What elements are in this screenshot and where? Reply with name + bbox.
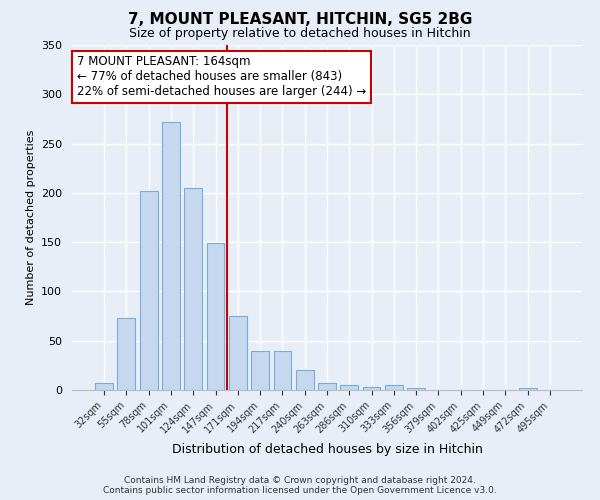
X-axis label: Distribution of detached houses by size in Hitchin: Distribution of detached houses by size … xyxy=(172,443,482,456)
Bar xyxy=(206,243,224,390)
Bar xyxy=(407,388,425,390)
Y-axis label: Number of detached properties: Number of detached properties xyxy=(26,130,35,305)
Text: 7, MOUNT PLEASANT, HITCHIN, SG5 2BG: 7, MOUNT PLEASANT, HITCHIN, SG5 2BG xyxy=(128,12,472,28)
Bar xyxy=(385,385,403,390)
Bar xyxy=(118,318,136,390)
Bar xyxy=(162,122,180,390)
Bar xyxy=(229,316,247,390)
Text: 7 MOUNT PLEASANT: 164sqm
← 77% of detached houses are smaller (843)
22% of semi-: 7 MOUNT PLEASANT: 164sqm ← 77% of detach… xyxy=(77,56,367,98)
Bar xyxy=(340,385,358,390)
Text: Contains HM Land Registry data © Crown copyright and database right 2024.
Contai: Contains HM Land Registry data © Crown c… xyxy=(103,476,497,495)
Bar xyxy=(362,387,380,390)
Bar xyxy=(518,388,536,390)
Bar xyxy=(95,383,113,390)
Bar xyxy=(318,383,336,390)
Bar xyxy=(296,370,314,390)
Bar xyxy=(274,350,292,390)
Bar xyxy=(184,188,202,390)
Bar xyxy=(251,350,269,390)
Bar xyxy=(140,191,158,390)
Text: Size of property relative to detached houses in Hitchin: Size of property relative to detached ho… xyxy=(129,28,471,40)
